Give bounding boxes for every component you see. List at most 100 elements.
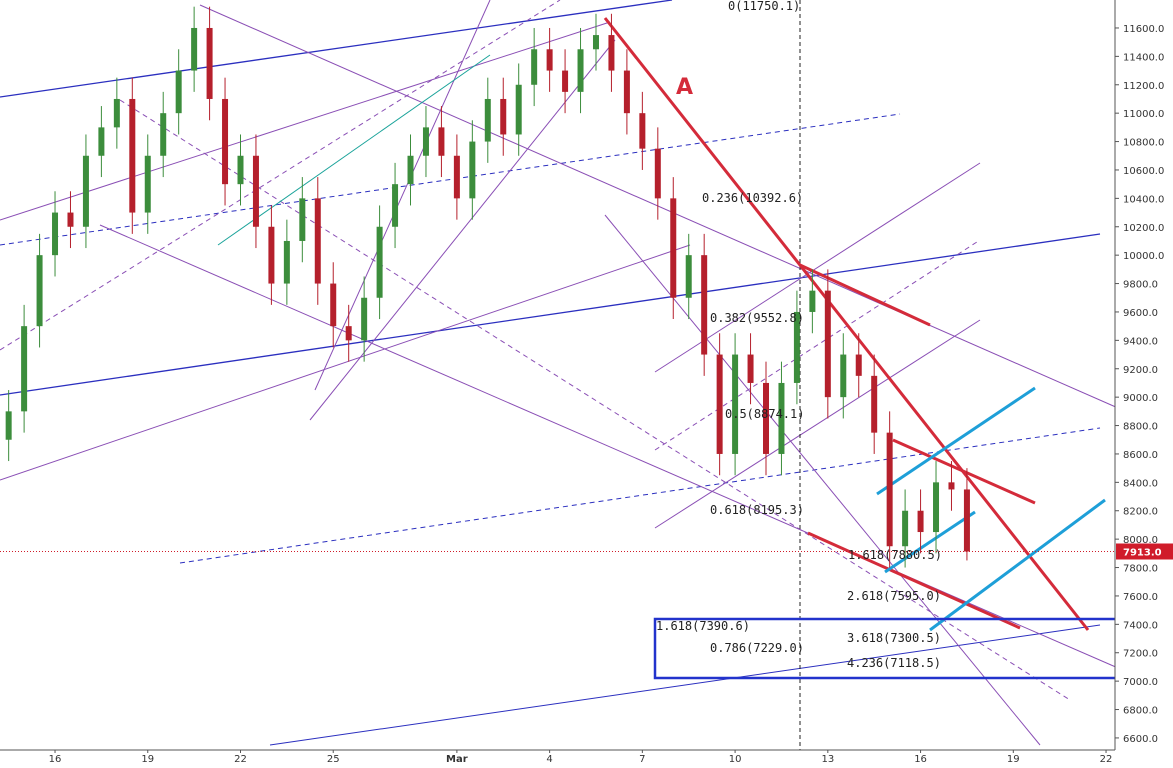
trend-line: [199, 4, 1119, 409]
fib-label: 1.618(7390.6): [656, 619, 750, 633]
y-tick-label: 9200.0: [1123, 365, 1158, 376]
candle-body: [407, 155, 414, 185]
fib-label: 4.236(7118.5): [847, 656, 941, 670]
candle-body: [98, 127, 105, 156]
candle-body: [763, 382, 770, 454]
trend-line: [0, 21, 611, 221]
candle-body: [793, 311, 800, 383]
candle-body: [531, 49, 538, 85]
trend-line: [892, 438, 1036, 505]
candle-body: [376, 226, 383, 298]
y-tick-label: 10200.0: [1123, 223, 1164, 234]
y-tick-label: 10800.0: [1123, 138, 1164, 149]
y-tick-label: 8000.0: [1123, 535, 1158, 546]
x-tick-label: 4: [546, 754, 552, 764]
y-tick-label: 7000.0: [1123, 677, 1158, 688]
y-tick-label: 6600.0: [1123, 734, 1158, 745]
trend-line: [217, 54, 491, 246]
y-tick-label: 11000.0: [1123, 109, 1164, 120]
trend-line: [0, 0, 673, 98]
x-tick-label: 10: [729, 754, 742, 764]
trend-line: [0, 0, 561, 351]
candle-body: [361, 297, 368, 341]
fib-label: 0.5(8874.1): [725, 407, 804, 421]
candle-body: [685, 255, 692, 298]
last-price-tag: [1116, 543, 1173, 560]
y-tick-label: 8600.0: [1123, 450, 1158, 461]
candle-body: [484, 98, 491, 142]
candle-body: [778, 382, 785, 454]
last-price-label: 7913.0: [1123, 547, 1162, 558]
fib-label: 0.786(7229.0): [710, 641, 804, 655]
x-tick-label: 25: [327, 754, 340, 764]
candle-body: [392, 184, 399, 227]
y-tick-label: 8400.0: [1123, 478, 1158, 489]
y-tick-label: 11400.0: [1123, 52, 1164, 63]
y-tick-label: 9800.0: [1123, 280, 1158, 291]
trend-lines: [0, 0, 1120, 750]
y-tick-label: 9000.0: [1123, 393, 1158, 404]
candle-body: [67, 212, 74, 227]
candle-body: [283, 240, 290, 284]
candle-body: [577, 49, 584, 92]
candle-body: [160, 113, 167, 156]
candle-body: [5, 411, 12, 440]
y-tick-label: 7800.0: [1123, 564, 1158, 575]
candle-body: [639, 113, 646, 149]
candle-body: [252, 155, 259, 227]
candle-body: [453, 155, 460, 199]
candle-body: [82, 155, 89, 227]
candle-body: [113, 98, 120, 128]
y-tick-label: 10400.0: [1123, 194, 1164, 205]
candle-body: [562, 70, 569, 92]
candle-body: [36, 255, 43, 327]
candle-body: [654, 148, 661, 199]
trend-line: [654, 162, 981, 373]
candle-body: [608, 35, 615, 71]
trend-line: [654, 319, 981, 529]
x-axis-bg: [0, 750, 1173, 764]
y-tick-label: 10000.0: [1123, 251, 1164, 262]
trend-line: [884, 510, 976, 574]
candle-body: [886, 432, 893, 547]
x-tick-label: 16: [49, 754, 62, 764]
annotation: A: [676, 75, 693, 100]
candle-body: [299, 198, 306, 241]
candle-body: [747, 354, 754, 383]
fib-label: 0.382(9552.8): [710, 311, 804, 325]
x-tick-label: 19: [141, 754, 154, 764]
trend-line: [0, 244, 691, 481]
trend-line: [929, 498, 1106, 632]
trend-line: [179, 427, 1101, 564]
candle-body: [21, 326, 28, 412]
fib-label: 2.618(7595.0): [847, 589, 941, 603]
y-tick-label: 8800.0: [1123, 422, 1158, 433]
y-tick-label: 10600.0: [1123, 166, 1164, 177]
trend-line: [807, 531, 1021, 630]
candle-body: [515, 84, 522, 135]
trend-line: [309, 39, 616, 421]
y-tick-label: 11200.0: [1123, 81, 1164, 92]
y-tick-label: 7200.0: [1123, 649, 1158, 660]
candle-body: [345, 326, 352, 341]
trend-line: [603, 17, 1090, 631]
candle-body: [963, 489, 970, 552]
fib-label: 0(11750.1): [728, 0, 800, 13]
candle-body: [438, 127, 445, 156]
trend-line: [99, 224, 1119, 669]
x-tick-label: 22: [1100, 754, 1113, 764]
y-tick-label: 11600.0: [1123, 24, 1164, 35]
fib-label: 0.236(10392.6): [702, 191, 803, 205]
trend-line: [604, 214, 1041, 746]
y-tick-label: 6800.0: [1123, 706, 1158, 717]
candle-body: [500, 98, 507, 135]
candle-body: [809, 290, 816, 312]
y-axis-bg: [1115, 0, 1173, 764]
trend-line: [119, 99, 1071, 701]
y-tick-label: 7400.0: [1123, 620, 1158, 631]
x-tick-label: 16: [914, 754, 927, 764]
candle-body: [902, 510, 909, 547]
fib-label: 0.618(8195.3): [710, 503, 804, 517]
